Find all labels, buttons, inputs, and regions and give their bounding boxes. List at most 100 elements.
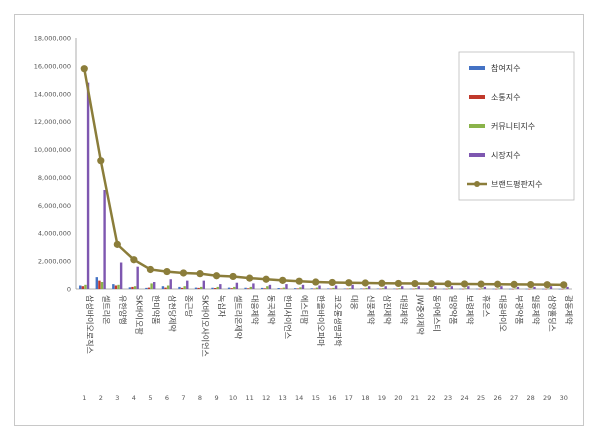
bar-참여지수 (79, 285, 82, 289)
category-index-label: 5 (148, 394, 152, 402)
bar-커뮤니티지수 (266, 286, 269, 289)
bar-시장지수 (119, 262, 123, 289)
bar-참여지수 (442, 288, 446, 290)
category-label: 일동제약 (531, 295, 541, 325)
legend-label: 참여지수 (491, 63, 520, 73)
point-브랜드평판지수 (196, 270, 204, 278)
category-index-label: 10 (229, 394, 237, 402)
bar-커뮤니티지수 (530, 288, 534, 290)
category-label: 코오롱생명과학 (333, 295, 343, 347)
bar-참여지수 (227, 287, 231, 289)
category-label: 유한양행 (118, 295, 128, 324)
category-index-label: 28 (527, 394, 535, 402)
category-index-label: 26 (493, 394, 501, 402)
point-브랜드평판지수 (80, 65, 88, 73)
bar-소통지수 (362, 288, 366, 290)
legend-label: 브랜드평판지수 (491, 179, 543, 189)
bar-참여지수 (112, 284, 115, 289)
bar-참여지수 (294, 288, 297, 289)
bar-소통지수 (478, 288, 481, 290)
category-label: 부광약품 (515, 295, 525, 324)
bar-시장지수 (467, 286, 470, 289)
legend-swatch-시장지수 (469, 153, 485, 157)
point-브랜드평판지수 (163, 267, 171, 276)
bar-참여지수 (360, 288, 363, 289)
bar-커뮤니티지수 (133, 286, 137, 289)
bar-소통지수 (445, 288, 448, 290)
bar-시장지수 (500, 286, 503, 289)
point-브랜드평판지수 (279, 276, 287, 284)
bar-시장지수 (450, 286, 453, 289)
bar-시장지수 (186, 280, 189, 289)
category-label: 삼천당제약 (167, 295, 177, 332)
category-index-label: 20 (394, 394, 402, 402)
bar-커뮤니티지수 (481, 288, 484, 289)
bar-커뮤니티지수 (117, 284, 120, 289)
bar-시장지수 (268, 284, 272, 289)
category-label: 한미사이언스 (283, 295, 293, 339)
bar-커뮤니티지수 (431, 288, 434, 289)
bar-시장지수 (549, 286, 553, 289)
bar-소통지수 (379, 288, 382, 290)
bar-커뮤니티지수 (414, 288, 418, 289)
bar-참여지수 (542, 288, 545, 290)
category-index-label: 12 (262, 394, 270, 402)
category-index-label: 30 (560, 394, 568, 402)
category-index-label: 8 (198, 394, 202, 402)
category-label: 셀트리온제약 (234, 295, 244, 340)
bar-소통지수 (511, 288, 514, 290)
bar-참여지수 (459, 288, 462, 290)
bar-소통지수 (395, 288, 399, 290)
point-브랜드평판지수 (527, 280, 535, 289)
bar-소통지수 (81, 286, 85, 289)
category-label: 한올바이오파마 (316, 295, 326, 347)
legend-swatch-참여지수 (469, 66, 485, 70)
category-label: 대웅바이오 (498, 295, 508, 332)
bar-커뮤니티지수 (166, 285, 170, 289)
bar-커뮤니티지수 (315, 287, 319, 289)
point-브랜드평판지수 (229, 272, 237, 281)
bar-시장지수 (301, 284, 305, 289)
bar-참여지수 (194, 287, 198, 289)
y-tick-label: 2,000,000 (38, 258, 71, 266)
point-브랜드평판지수 (312, 278, 320, 286)
bar-소통지수 (280, 288, 283, 289)
category-label: 일양약품 (449, 295, 459, 324)
bar-커뮤니티지수 (448, 288, 451, 289)
category-label: 동아에스티 (432, 295, 442, 332)
bar-소통지수 (247, 288, 250, 289)
category-index-label: 29 (543, 394, 551, 402)
bar-소통지수 (131, 286, 134, 289)
bar-커뮤니티지수 (282, 287, 286, 289)
bar-참여지수 (277, 288, 280, 289)
category-index-label: 25 (477, 394, 485, 402)
bar-참여지수 (492, 288, 495, 290)
bar-참여지수 (409, 288, 413, 290)
bar-시장지수 (566, 286, 569, 289)
bar-커뮤니티지수 (249, 286, 252, 289)
category-index-label: 13 (279, 394, 287, 402)
y-tick-label: 6,000,000 (38, 202, 71, 210)
point-브랜드평판지수 (97, 157, 105, 165)
legend-box (458, 51, 575, 201)
legend-label: 소통지수 (491, 93, 520, 102)
bar-시장지수 (483, 286, 487, 289)
point-브랜드평판지수 (477, 280, 485, 288)
point-브랜드평판지수 (560, 281, 568, 289)
point-브랜드평판지수 (295, 277, 303, 285)
category-index-label: 4 (132, 394, 136, 402)
category-label: JW중외제약 (415, 294, 425, 335)
bar-참여지수 (393, 288, 396, 290)
bar-커뮤니티지수 (150, 283, 153, 289)
bar-커뮤니티지수 (563, 288, 567, 290)
point-브랜드평판지수 (212, 272, 221, 280)
category-index-label: 23 (444, 394, 452, 402)
bar-참여지수 (426, 288, 429, 290)
point-브랜드평판지수 (113, 240, 121, 248)
bar-시장지수 (533, 286, 536, 289)
bar-소통지수 (296, 288, 299, 289)
point-브랜드평판지수 (494, 280, 502, 288)
category-index-label: 24 (460, 394, 468, 402)
bar-시장지수 (219, 284, 222, 289)
